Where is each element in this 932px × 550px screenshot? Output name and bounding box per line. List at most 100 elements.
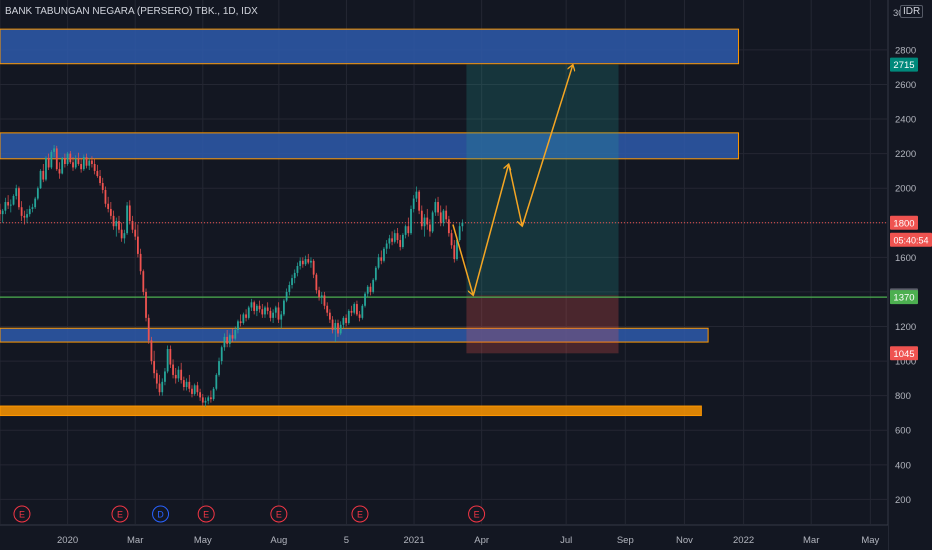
candle-body [177,369,180,379]
candle-body [193,385,196,394]
candle-body [293,272,296,279]
candle-body [423,217,426,227]
candle-body [277,307,280,320]
currency-badge[interactable]: IDR [900,5,924,18]
candle-body [188,381,191,389]
candle-body [88,160,91,166]
candle-body [77,158,80,164]
price-tick-label: 2400 [895,115,916,126]
time-tick-label: Apr [474,535,489,546]
zone-rectangle[interactable] [0,28,740,65]
candle-body [264,307,266,315]
candle-body [128,205,131,222]
candle-body [66,153,69,164]
candle-body [182,380,185,388]
projection-segment[interactable] [452,224,473,296]
candle-body [93,163,96,171]
event-marker[interactable] [13,505,31,523]
candle-body [393,233,396,242]
candle-body [304,259,307,265]
candle-body [80,163,83,170]
candle-body [45,157,47,180]
candle-body [342,317,345,325]
candle-body [226,336,229,344]
candle-body [207,397,210,401]
candle-body [447,219,450,234]
event-letter: E [276,510,282,520]
long-position-tool[interactable] [466,64,619,354]
candle-body [280,314,283,320]
event-marker[interactable] [270,505,288,523]
candle-body [380,257,383,261]
horizontal-lines[interactable] [0,222,887,298]
countdown-text: 05:40:54 [893,235,928,245]
price-tick-label: 2600 [895,80,916,91]
candle-body [210,397,212,400]
zone-rectangle[interactable] [0,132,740,160]
event-marker[interactable] [111,505,129,523]
candle-body [28,208,31,215]
candle-body [231,335,234,339]
support-resistance-zones[interactable] [0,28,740,417]
candle-body [20,207,23,216]
price-label-text: 2715 [893,60,914,71]
candle-body [204,400,207,403]
candle-body [42,170,45,180]
position-profit-zone[interactable] [466,64,619,296]
candle-body [255,305,258,311]
event-letter: E [474,510,480,520]
candle-body [115,221,118,227]
countdown-badge[interactable] [890,232,932,247]
candle-body [439,212,442,223]
candle-body [458,226,461,241]
projection-segment[interactable] [521,65,573,227]
candle-body [418,191,421,211]
symbol-title[interactable]: BANK TABUNGAN NEGARA (PERSERO) TBK., 1D,… [5,6,258,17]
price-label-badge[interactable] [890,215,918,230]
candle-body [437,202,439,213]
candle-body [142,271,145,292]
candle-body [174,374,177,379]
candle-body [353,304,356,313]
projection-segment[interactable] [472,164,508,296]
event-marker[interactable] [197,505,215,523]
event-marker[interactable] [468,505,486,523]
price-label-text: 1370 [893,293,914,304]
candle-body [72,162,74,168]
zone-rectangle[interactable] [0,405,702,417]
candle-body [434,202,437,213]
price-tick-label: 800 [895,391,911,402]
price-tick-label: 1600 [895,253,916,264]
candle-body [104,189,107,204]
candle-body [196,385,199,393]
candle-body [215,374,218,389]
projection-arrow-path[interactable] [452,65,573,296]
zone-rectangle[interactable] [0,327,709,343]
position-stop-zone[interactable] [466,295,619,354]
event-marker[interactable] [351,505,369,523]
candle-body [315,274,318,291]
time-axis[interactable]: 2020 Mar May Aug 5 2021 Apr Jul Sep Nov 2022 Mar May [0,524,888,550]
price-tick-label: 600 [895,426,911,437]
time-tick-label: Nov [676,535,693,546]
price-label-badge[interactable] [890,290,918,305]
projection-segment[interactable] [507,163,523,226]
price-label-badge[interactable] [890,346,918,361]
price-label-badge[interactable] [890,57,918,72]
candle-body [307,259,310,263]
candle-body [412,198,415,209]
candle-body [50,151,53,168]
candle-body [285,291,288,301]
candle-body [385,243,388,249]
candle-body [39,170,42,189]
candle-body [161,381,164,393]
candle-body [283,300,285,315]
candle-body [237,321,239,330]
candle-body [9,204,12,206]
event-marker[interactable] [152,505,170,523]
price-axis[interactable]: 2004006008001000120014001600180020002200… [887,0,932,550]
candle-body [239,321,242,324]
candle-body [139,253,142,272]
